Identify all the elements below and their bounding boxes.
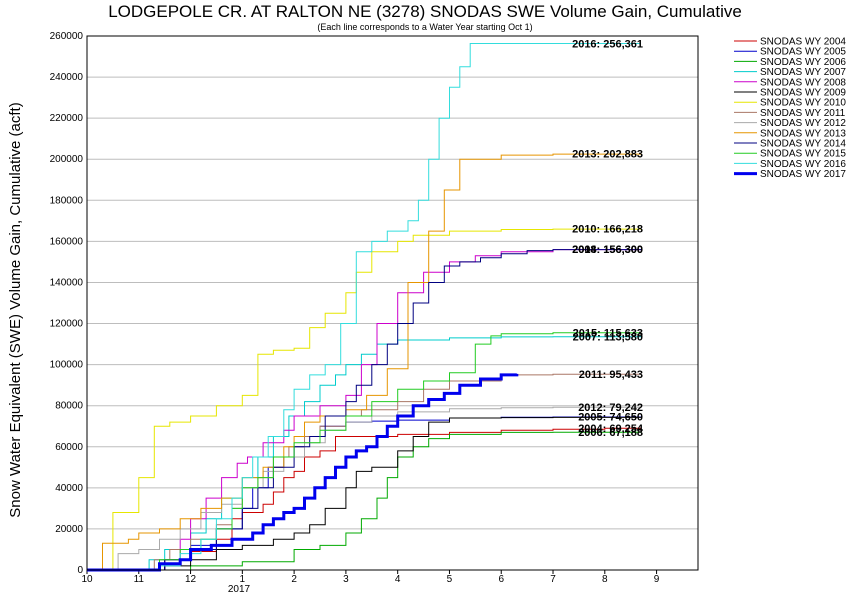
y-tick-label: 60000 [55, 442, 83, 453]
plot-frame [86, 35, 699, 571]
grid-layer [87, 35, 698, 530]
y-tick-label: 260000 [50, 31, 84, 42]
y-ticks: 0 20000 40000 60000 80000 100000 120000 140000 1… [50, 31, 84, 576]
legend-entry: SNODAS WY 2004 [760, 37, 846, 48]
y-tick-label: 140000 [50, 277, 84, 288]
series-end-label: 2011: 95,433 [579, 369, 643, 381]
x-tick-label: 5 [447, 574, 453, 585]
y-tick-label: 220000 [50, 113, 84, 124]
legend-entry: SNODAS WY 2011 [760, 108, 846, 119]
series-line [87, 336, 641, 571]
x-tick-label: 1 [240, 574, 246, 585]
y-axis-label: Snow Water Equivalent (SWE) Volume Gain,… [7, 102, 24, 517]
chart-subtitle: (Each line corresponds to a Water Year s… [317, 22, 532, 32]
legend-entry: SNODAS WY 2014 [760, 139, 846, 150]
y-tick-label: 40000 [55, 483, 83, 494]
legend-entry: SNODAS WY 2012 [760, 118, 846, 129]
series-end-label: 2012: 79,242 [578, 402, 643, 414]
legend-entry: SNODAS WY 2010 [760, 98, 846, 109]
x-tick-label: 3 [343, 574, 349, 585]
series-line [138, 427, 642, 571]
y-tick-label: 100000 [50, 360, 84, 371]
legend-entry: SNODAS WY 2017 [760, 169, 846, 180]
series-line [87, 406, 642, 571]
series-end-label: 2014: 156,300 [572, 244, 643, 256]
x-ticks: 10 11 12 1 2 3 4 5 6 7 8 9 [81, 570, 660, 585]
y-tick-label: 200000 [50, 154, 84, 165]
series-line [87, 373, 642, 571]
legend-entry: SNODAS WY 2016 [760, 159, 846, 170]
series-line [87, 416, 642, 571]
year-label: 2017 [228, 584, 251, 595]
x-tick-label: 4 [395, 574, 401, 585]
x-tick-label: 8 [602, 574, 608, 585]
series-line [87, 228, 642, 571]
series-line [87, 431, 642, 571]
y-tick-label: 160000 [50, 236, 84, 247]
legend-entry: SNODAS WY 2009 [760, 88, 846, 99]
x-tick-label: 7 [550, 574, 556, 585]
series-line [87, 416, 642, 571]
legend-entry: SNODAS WY 2007 [760, 67, 846, 78]
legend-entry: SNODAS WY 2008 [760, 77, 846, 88]
chart-title: LODGEPOLE CR. AT RALTON NE (3278) SNODAS… [108, 2, 742, 21]
legend-entry: SNODAS WY 2013 [760, 128, 846, 139]
series-end-label: 2005: 74,650 [578, 412, 643, 424]
series-end-label: 2010: 166,218 [572, 224, 643, 236]
legend-entry: SNODAS WY 2015 [760, 149, 846, 160]
x-tick-label: 6 [498, 574, 504, 585]
x-tick-label: 9 [654, 574, 660, 585]
x-tick-label: 2 [291, 574, 297, 585]
series-line [87, 373, 519, 572]
series-end-label: 2004: 69,254 [578, 423, 644, 435]
y-tick-label: 240000 [50, 72, 84, 83]
series-end-label: 2016: 256,361 [572, 38, 643, 50]
y-tick-label: 120000 [50, 319, 84, 330]
series-line [87, 43, 641, 571]
legend-entry: SNODAS WY 2006 [760, 57, 846, 68]
series-line [87, 249, 642, 571]
legend-entry: SNODAS WY 2005 [760, 47, 846, 58]
x-tick-label: 11 [134, 574, 145, 585]
series-end-label: 2008: 156,300 [572, 244, 643, 256]
series-end-label: 2006: 67,188 [578, 427, 643, 439]
series-end-label: 2015: 115,633 [573, 328, 643, 340]
series-end-label: 2013: 202,883 [572, 148, 643, 160]
y-tick-label: 20000 [55, 524, 83, 535]
series-end-label: 2007: 113,580 [573, 332, 643, 344]
y-tick-label: 180000 [50, 195, 84, 206]
y-tick-label: 0 [77, 565, 83, 576]
x-tick-label: 12 [185, 574, 197, 585]
series-line [87, 153, 642, 571]
x-tick-label: 10 [81, 574, 93, 585]
y-tick-label: 80000 [55, 401, 83, 412]
series-layer [87, 43, 642, 572]
